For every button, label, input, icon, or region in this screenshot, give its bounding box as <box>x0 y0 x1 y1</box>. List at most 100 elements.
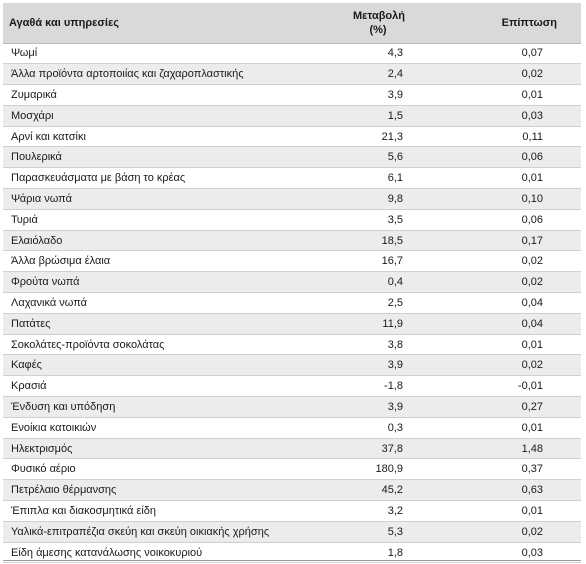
row-change-value: 9,8 <box>305 188 409 210</box>
header-impact: Επίπτωση <box>409 3 581 44</box>
row-impact-value: 0,07 <box>409 43 581 65</box>
table-row: Υαλικά-επιτραπέζια σκεύη και σκεύη οικια… <box>3 521 581 543</box>
row-item-name: Σοκολάτες-προϊόντα σοκολάτας <box>3 334 305 356</box>
row-item-name: Πετρέλαιο θέρμανσης <box>3 479 305 502</box>
row-impact-value: 0,17 <box>409 230 581 252</box>
table-row: Άλλα προϊόντα αρτοποιίας και ζαχαροπλαστ… <box>3 63 581 86</box>
table-row: Λαχανικά νωπά 2,5 0,04 <box>3 292 581 314</box>
table-row: Έπιπλα και διακοσμητικά είδη 3,2 0,01 <box>3 500 581 522</box>
row-item-name: Φυσικό αέριο <box>3 458 305 481</box>
row-change-value: -1,8 <box>305 375 409 398</box>
table-row: Ενοίκια κατοικιών 0,3 0,01 <box>3 417 581 439</box>
row-change-value: 6,1 <box>305 167 409 190</box>
row-impact-value: 0,06 <box>409 209 581 231</box>
row-item-name: Ηλεκτρισμός <box>3 438 305 460</box>
row-impact-value: 0,11 <box>409 126 581 148</box>
row-change-value: 3,2 <box>305 500 409 522</box>
header-change-unit: (%) <box>369 23 387 36</box>
row-impact-value: 0,01 <box>409 84 581 106</box>
row-change-value: 3,9 <box>305 354 409 377</box>
row-item-name: Ζυμαρικά <box>3 84 305 106</box>
row-change-value: 11,9 <box>305 313 409 335</box>
row-item-name: Ελαιόλαδο <box>3 230 305 252</box>
price-change-table: Αγαθά και υπηρεσίες Μεταβολή (%) Επίπτωσ… <box>3 3 581 564</box>
row-impact-value: 0,04 <box>409 313 581 335</box>
table-row: Πατάτες 11,9 0,04 <box>3 313 581 335</box>
row-item-name: Μοσχάρι <box>3 105 305 127</box>
row-impact-value: 0,01 <box>409 500 581 522</box>
row-change-value: 4,3 <box>305 43 409 65</box>
table-header: Αγαθά και υπηρεσίες Μεταβολή (%) Επίπτωσ… <box>3 3 581 44</box>
row-item-name: Ψωμί <box>3 43 305 65</box>
table-row: Πετρέλαιο θέρμανσης 45,2 0,63 <box>3 479 581 502</box>
row-impact-value: 0,04 <box>409 292 581 314</box>
row-impact-value: 0,63 <box>409 479 581 502</box>
row-item-name: Ένδυση και υπόδηση <box>3 396 305 418</box>
table-row: Μοσχάρι 1,5 0,03 <box>3 105 581 127</box>
row-item-name: Ενοίκια κατοικιών <box>3 417 305 439</box>
row-item-name: Πουλερικά <box>3 146 305 169</box>
row-change-value: 3,8 <box>305 334 409 356</box>
header-item: Αγαθά και υπηρεσίες <box>3 3 305 44</box>
row-impact-value: 0,06 <box>409 146 581 169</box>
table-row: Ψωμί 4,3 0,07 <box>3 43 581 65</box>
table-row: Αρνί και κατσίκι 21,3 0,11 <box>3 126 581 148</box>
header-row: Αγαθά και υπηρεσίες Μεταβολή (%) Επίπτωσ… <box>3 3 581 44</box>
row-impact-value: 0,01 <box>409 417 581 439</box>
table-row: Ψάρια νωπά 9,8 0,10 <box>3 188 581 210</box>
table-row: Άλλα βρώσιμα έλαια 16,7 0,02 <box>3 250 581 273</box>
row-change-value: 180,9 <box>305 458 409 481</box>
row-impact-value: 0,03 <box>409 542 581 564</box>
table-body: Ψωμί 4,3 0,07 Άλλα προϊόντα αρτοποιίας και … <box>3 43 581 564</box>
row-impact-value: 0,02 <box>409 521 581 543</box>
row-impact-value: 0,01 <box>409 167 581 190</box>
header-change-label: Μεταβολή <box>352 9 405 22</box>
row-change-value: 2,4 <box>305 63 409 86</box>
table-row: Παρασκευάσματα με βάση το κρέας 6,1 0,01 <box>3 167 581 190</box>
table-row: Ένδυση και υπόδηση 3,9 0,27 <box>3 396 581 418</box>
table-row: Σοκολάτες-προϊόντα σοκολάτας 3,8 0,01 <box>3 334 581 356</box>
table-row: Φρούτα νωπά 0,4 0,02 <box>3 271 581 294</box>
row-impact-value: -0,01 <box>409 375 581 398</box>
row-item-name: Άλλα προϊόντα αρτοποιίας και ζαχαροπλαστ… <box>3 63 305 86</box>
row-change-value: 5,6 <box>305 146 409 169</box>
row-change-value: 45,2 <box>305 479 409 502</box>
row-impact-value: 0,02 <box>409 354 581 377</box>
row-change-value: 3,9 <box>305 84 409 106</box>
table-row: Είδη άμεσης κατανάλωσης νοικοκυριού 1,8 0,… <box>3 542 581 564</box>
row-change-value: 1,8 <box>305 542 409 564</box>
row-item-name: Φρούτα νωπά <box>3 271 305 294</box>
row-item-name: Είδη άμεσης κατανάλωσης νοικοκυριού <box>3 542 305 564</box>
row-change-value: 5,3 <box>305 521 409 543</box>
row-impact-value: 0,37 <box>409 458 581 481</box>
row-change-value: 1,5 <box>305 105 409 127</box>
table-row: Πουλερικά 5,6 0,06 <box>3 146 581 169</box>
row-change-value: 3,5 <box>305 209 409 231</box>
row-change-value: 2,5 <box>305 292 409 314</box>
row-item-name: Αρνί και κατσίκι <box>3 126 305 148</box>
table-row: Καφές 3,9 0,02 <box>3 354 581 377</box>
table-row: Κρασιά -1,8 -0,01 <box>3 375 581 398</box>
row-item-name: Υαλικά-επιτραπέζια σκεύη και σκεύη οικια… <box>3 521 305 543</box>
row-impact-value: 0,01 <box>409 334 581 356</box>
header-change: Μεταβολή (%) <box>305 3 409 44</box>
row-item-name: Τυριά <box>3 209 305 231</box>
row-change-value: 0,3 <box>305 417 409 439</box>
row-impact-value: 0,03 <box>409 105 581 127</box>
row-impact-value: 0,10 <box>409 188 581 210</box>
table-row: Ζυμαρικά 3,9 0,01 <box>3 84 581 106</box>
row-change-value: 16,7 <box>305 250 409 273</box>
row-impact-value: 0,27 <box>409 396 581 418</box>
row-change-value: 21,3 <box>305 126 409 148</box>
table-row: Ηλεκτρισμός 37,8 1,48 <box>3 438 581 460</box>
row-item-name: Κρασιά <box>3 375 305 398</box>
table-row: Ελαιόλαδο 18,5 0,17 <box>3 230 581 252</box>
row-item-name: Παρασκευάσματα με βάση το κρέας <box>3 167 305 190</box>
row-change-value: 0,4 <box>305 271 409 294</box>
row-impact-value: 0,02 <box>409 271 581 294</box>
row-item-name: Ψάρια νωπά <box>3 188 305 210</box>
row-impact-value: 1,48 <box>409 438 581 460</box>
row-change-value: 3,9 <box>305 396 409 418</box>
row-item-name: Πατάτες <box>3 313 305 335</box>
row-item-name: Λαχανικά νωπά <box>3 292 305 314</box>
